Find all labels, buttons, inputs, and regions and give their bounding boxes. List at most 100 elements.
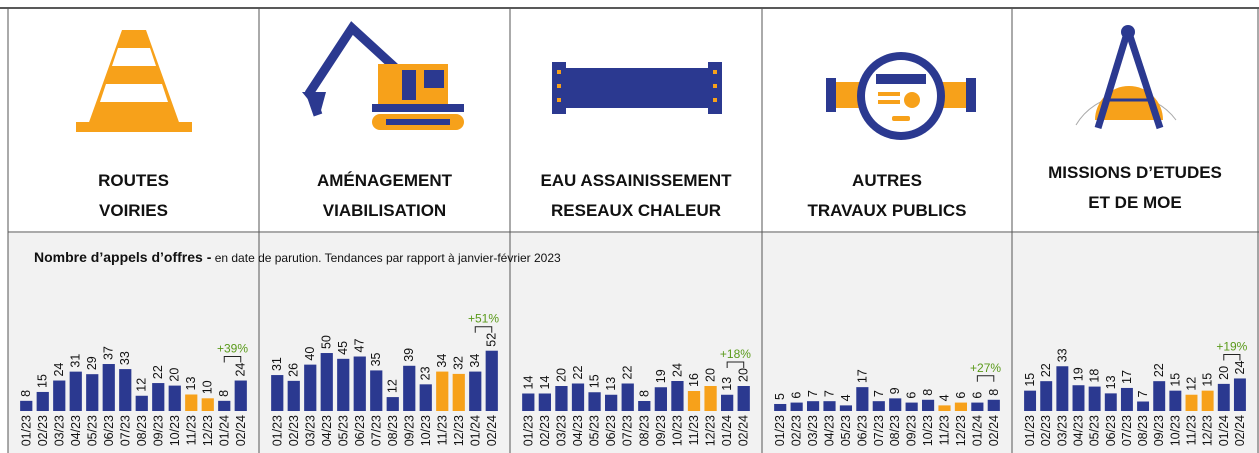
value-label: 47 bbox=[353, 339, 367, 353]
value-label: 37 bbox=[102, 346, 116, 360]
value-label: 4 bbox=[839, 394, 853, 401]
excavator-icon bbox=[302, 21, 464, 130]
value-label: 23 bbox=[419, 366, 433, 380]
bar bbox=[921, 399, 935, 411]
x-tick-label: 10/23 bbox=[670, 415, 684, 446]
value-label: 7 bbox=[823, 390, 837, 397]
annotation: +39% bbox=[217, 342, 248, 356]
value-label: 6 bbox=[970, 392, 984, 399]
bar bbox=[954, 402, 968, 411]
annotation: +19% bbox=[1216, 339, 1247, 353]
x-tick-label: 03/23 bbox=[554, 415, 568, 446]
value-label: 6 bbox=[954, 392, 968, 399]
bar bbox=[790, 402, 803, 411]
panel-title: TRAVAUX PUBLICS bbox=[808, 201, 967, 220]
bar bbox=[654, 387, 667, 411]
value-label: 8 bbox=[217, 390, 231, 397]
meter-icon bbox=[826, 52, 976, 140]
value-label: 14 bbox=[538, 376, 552, 390]
bar bbox=[419, 384, 432, 411]
value-label: 12 bbox=[386, 379, 400, 393]
value-label: 4 bbox=[938, 394, 952, 401]
value-label: 22 bbox=[1039, 363, 1053, 377]
x-tick-label: 08/23 bbox=[386, 415, 400, 446]
bar bbox=[1120, 387, 1133, 411]
value-label: 20 bbox=[704, 368, 718, 382]
x-tick-label: 10/23 bbox=[1168, 415, 1182, 446]
x-tick-label: 01/23 bbox=[1023, 415, 1037, 446]
bar bbox=[1088, 386, 1101, 411]
panel-title: RESEAUX CHALEUR bbox=[551, 201, 721, 220]
value-label: 19 bbox=[654, 369, 668, 383]
value-label: 20 bbox=[1217, 366, 1231, 380]
panel-title: ROUTES bbox=[98, 171, 169, 190]
x-tick-label: 01/23 bbox=[773, 415, 787, 446]
value-label: 15 bbox=[588, 374, 602, 388]
x-tick-label: 08/23 bbox=[135, 415, 149, 446]
panel-title: ET DE MOE bbox=[1088, 193, 1182, 212]
x-tick-label: 07/23 bbox=[118, 415, 132, 446]
annotation-bracket bbox=[726, 361, 745, 368]
x-tick-label: 12/23 bbox=[704, 415, 718, 446]
x-tick-label: 07/23 bbox=[369, 415, 383, 446]
x-tick-label: 12/23 bbox=[201, 415, 215, 446]
x-tick-label: 01/23 bbox=[521, 415, 535, 446]
bar bbox=[436, 371, 449, 411]
bar bbox=[555, 386, 568, 411]
panel-title: MISSIONS D’ETUDES bbox=[1048, 163, 1222, 182]
x-tick-label: 02/23 bbox=[287, 415, 301, 446]
value-label: 13 bbox=[720, 377, 734, 391]
x-tick-label: 03/23 bbox=[1055, 415, 1069, 446]
x-tick-label: 01/24 bbox=[468, 415, 482, 446]
value-label: 7 bbox=[806, 390, 820, 397]
x-tick-label: 02/24 bbox=[737, 415, 751, 446]
bar bbox=[1137, 401, 1150, 411]
value-label: 18 bbox=[1088, 369, 1102, 383]
annotation: +27% bbox=[970, 361, 1001, 375]
annotation: +18% bbox=[720, 347, 751, 361]
value-label: 13 bbox=[604, 377, 618, 391]
bar bbox=[119, 369, 132, 411]
value-label: 32 bbox=[452, 356, 466, 370]
bar bbox=[185, 394, 198, 411]
bar bbox=[671, 381, 684, 411]
panel-title: VIABILISATION bbox=[323, 201, 446, 220]
bar bbox=[987, 399, 1000, 411]
value-label: 22 bbox=[151, 365, 165, 379]
x-tick-label: 03/23 bbox=[52, 415, 66, 446]
section-title: Nombre d’appels d’offres - en date de pa… bbox=[34, 249, 561, 265]
bar bbox=[20, 400, 33, 411]
x-tick-label: 11/23 bbox=[938, 415, 952, 445]
x-tick-label: 05/23 bbox=[1088, 415, 1102, 446]
bar bbox=[36, 391, 49, 411]
value-label: 10 bbox=[201, 380, 215, 394]
value-label: 33 bbox=[118, 351, 132, 365]
bar bbox=[737, 386, 750, 411]
x-tick-label: 08/23 bbox=[637, 415, 651, 446]
value-label: 5 bbox=[773, 393, 787, 400]
value-label: 13 bbox=[184, 377, 198, 391]
value-label: 6 bbox=[905, 392, 919, 399]
x-tick-label: 04/23 bbox=[571, 415, 585, 446]
x-tick-label: 02/23 bbox=[538, 415, 552, 446]
x-tick-label: 02/23 bbox=[790, 415, 804, 446]
annotation-bracket bbox=[1223, 353, 1241, 361]
value-label: 40 bbox=[303, 347, 317, 361]
x-tick-label: 06/23 bbox=[102, 415, 116, 446]
value-label: 50 bbox=[320, 335, 334, 349]
x-tick-label: 09/23 bbox=[402, 415, 416, 446]
x-tick-label: 11/23 bbox=[184, 415, 198, 445]
bar bbox=[938, 405, 951, 411]
bar bbox=[889, 398, 902, 411]
cone-icon bbox=[76, 30, 192, 132]
value-label: 8 bbox=[637, 390, 651, 397]
bar bbox=[1072, 385, 1085, 411]
value-label: 52 bbox=[485, 333, 499, 347]
value-label: 24 bbox=[670, 363, 684, 377]
bar bbox=[621, 383, 634, 411]
bar bbox=[538, 393, 551, 411]
value-label: 19 bbox=[1072, 367, 1086, 381]
bar bbox=[704, 386, 717, 411]
bar bbox=[386, 397, 399, 411]
